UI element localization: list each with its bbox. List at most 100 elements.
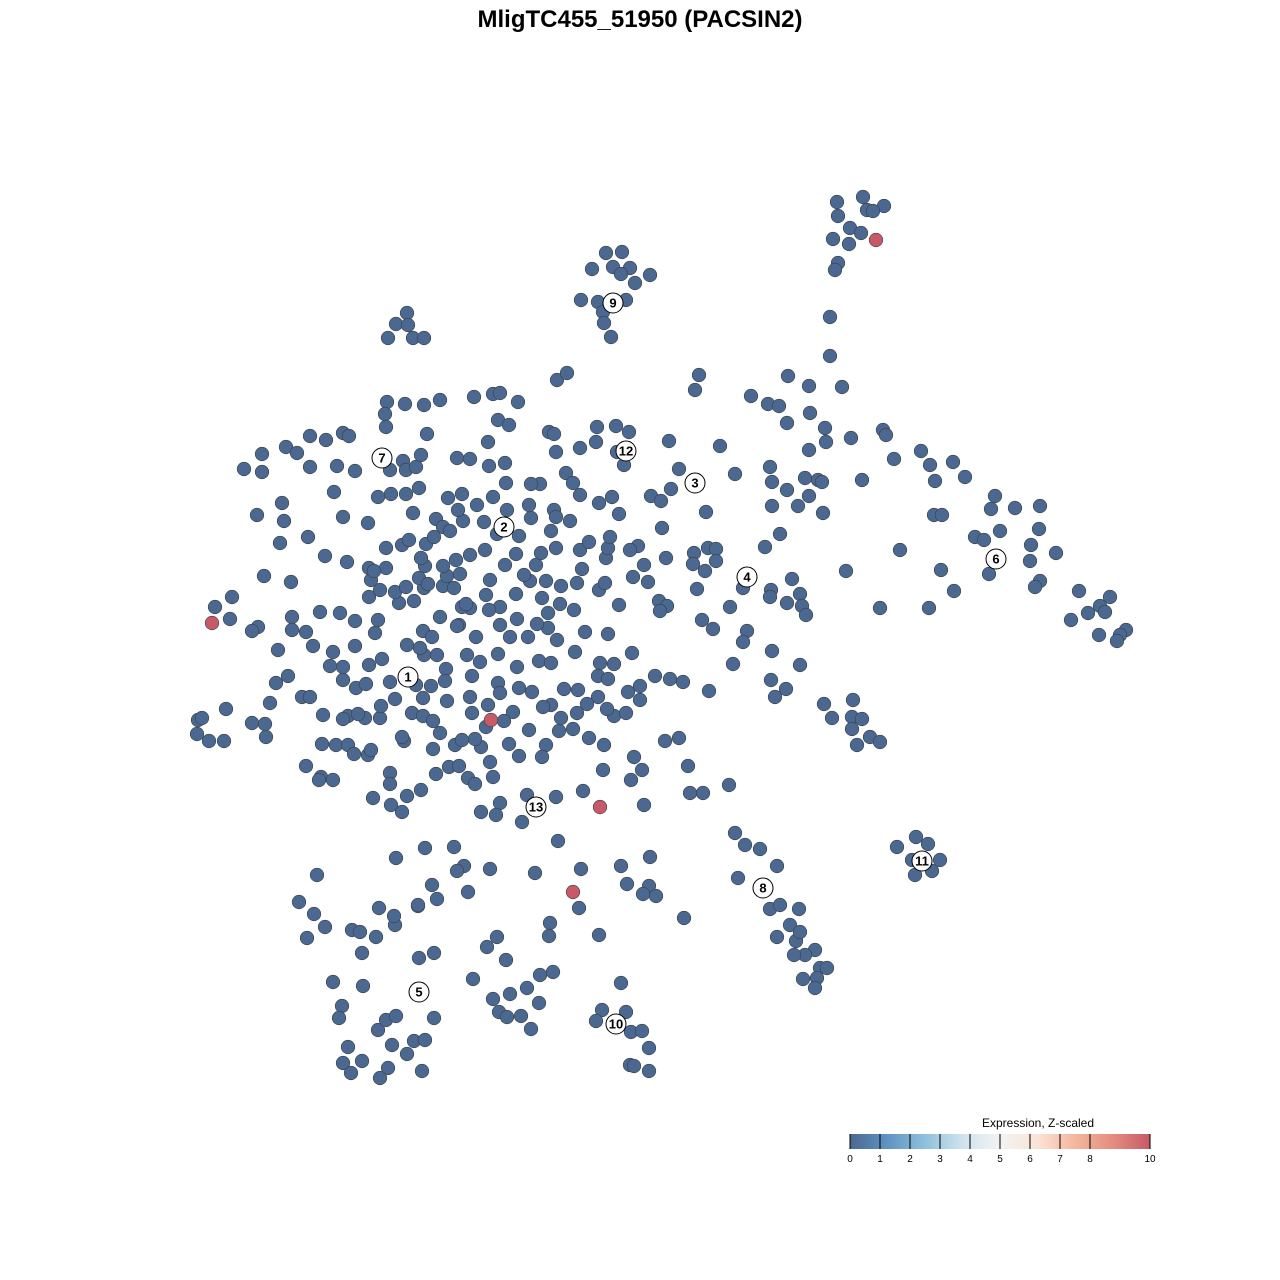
- data-point: [465, 971, 481, 987]
- data-point: [386, 908, 402, 924]
- data-point: [721, 777, 737, 793]
- data-point: [691, 367, 707, 383]
- data-point: [545, 964, 561, 980]
- legend-ticks: 0 1 2 3 4 5 6 7 8 10: [847, 1134, 1156, 1165]
- data-point: [400, 317, 416, 333]
- data-point: [642, 849, 658, 865]
- points-high-expression: [204, 232, 884, 900]
- data-point: [523, 476, 539, 492]
- data-point: [626, 749, 642, 765]
- data-point: [534, 749, 550, 765]
- data-point: [640, 574, 656, 590]
- data-point: [588, 434, 604, 450]
- data-point: [414, 1063, 430, 1079]
- data-point: [268, 675, 284, 691]
- data-point: [480, 434, 496, 450]
- cluster-label-badge: [684, 472, 706, 494]
- data-point: [815, 505, 831, 521]
- data-point: [378, 540, 394, 556]
- cluster-label-text: 8: [759, 881, 766, 896]
- data-point: [466, 389, 482, 405]
- data-point: [932, 852, 948, 868]
- data-point: [426, 529, 442, 545]
- cluster-label-9: 9: [602, 292, 624, 314]
- data-point: [492, 795, 508, 811]
- cluster-label-text: 2: [500, 520, 507, 535]
- data-point: [249, 507, 265, 523]
- data-point: [641, 1040, 657, 1056]
- data-point: [764, 643, 780, 659]
- data-point: [621, 424, 637, 440]
- cluster-label-6: 6: [985, 548, 1007, 570]
- legend-tick-label: 7: [1057, 1154, 1063, 1165]
- data-point: [449, 450, 465, 466]
- data-point: [449, 863, 465, 879]
- data-point: [1048, 545, 1064, 561]
- data-point: [413, 550, 429, 566]
- data-point: [591, 927, 607, 943]
- data-point: [481, 458, 497, 474]
- data-point: [570, 682, 586, 698]
- data-point: [727, 466, 743, 482]
- data-point: [983, 501, 999, 517]
- data-point: [370, 489, 386, 505]
- data-point: [1097, 604, 1113, 620]
- data-point: [244, 715, 260, 731]
- data-point-high: [592, 799, 608, 815]
- data-point: [817, 420, 833, 436]
- data-point: [458, 596, 474, 612]
- data-point: [566, 602, 582, 618]
- data-point: [482, 572, 498, 588]
- data-point: [417, 840, 433, 856]
- data-point: [752, 841, 768, 857]
- data-point: [790, 498, 806, 514]
- data-point: [613, 266, 629, 282]
- data-point: [520, 629, 536, 645]
- cluster-label-text: 7: [378, 451, 385, 466]
- data-point: [853, 225, 869, 241]
- data-point: [394, 729, 410, 745]
- data-point: [559, 365, 575, 381]
- data-point: [553, 710, 569, 726]
- legend-tick-label: 5: [997, 1154, 1003, 1165]
- data-point: [523, 510, 539, 526]
- data-point: [437, 673, 453, 689]
- data-point: [476, 514, 492, 530]
- legend-tick-label: 10: [1144, 1154, 1156, 1165]
- data-point: [549, 372, 565, 388]
- data-point: [572, 487, 588, 503]
- cluster-label-11: 11: [911, 850, 933, 872]
- data-point: [387, 691, 403, 707]
- data-point: [459, 647, 475, 663]
- data-point: [565, 475, 581, 491]
- data-point: [388, 316, 404, 332]
- data-point: [708, 541, 724, 557]
- cluster-label-text: 11: [915, 854, 929, 869]
- data-point: [1080, 605, 1096, 621]
- data-point: [762, 459, 778, 475]
- data-point: [372, 582, 388, 598]
- data-point: [343, 1065, 359, 1081]
- data-point: [371, 900, 387, 916]
- data-point: [698, 504, 714, 520]
- data-point: [428, 766, 444, 782]
- data-point: [317, 548, 333, 564]
- data-point: [490, 646, 506, 662]
- data-point: [588, 1013, 604, 1029]
- data-point: [569, 705, 585, 721]
- cluster-label-text: 5: [415, 985, 422, 1000]
- data-point-high: [483, 712, 499, 728]
- data-point: [786, 947, 802, 963]
- data-point: [384, 1037, 400, 1053]
- data-point: [590, 689, 606, 705]
- data-point: [412, 640, 428, 656]
- data-point: [325, 644, 341, 660]
- data-point: [769, 929, 785, 945]
- data-point: [872, 734, 888, 750]
- data-point: [569, 575, 585, 591]
- data-point: [548, 509, 564, 525]
- data-point: [442, 523, 458, 539]
- data-point: [946, 583, 962, 599]
- data-point: [485, 769, 501, 785]
- data-point: [283, 574, 299, 590]
